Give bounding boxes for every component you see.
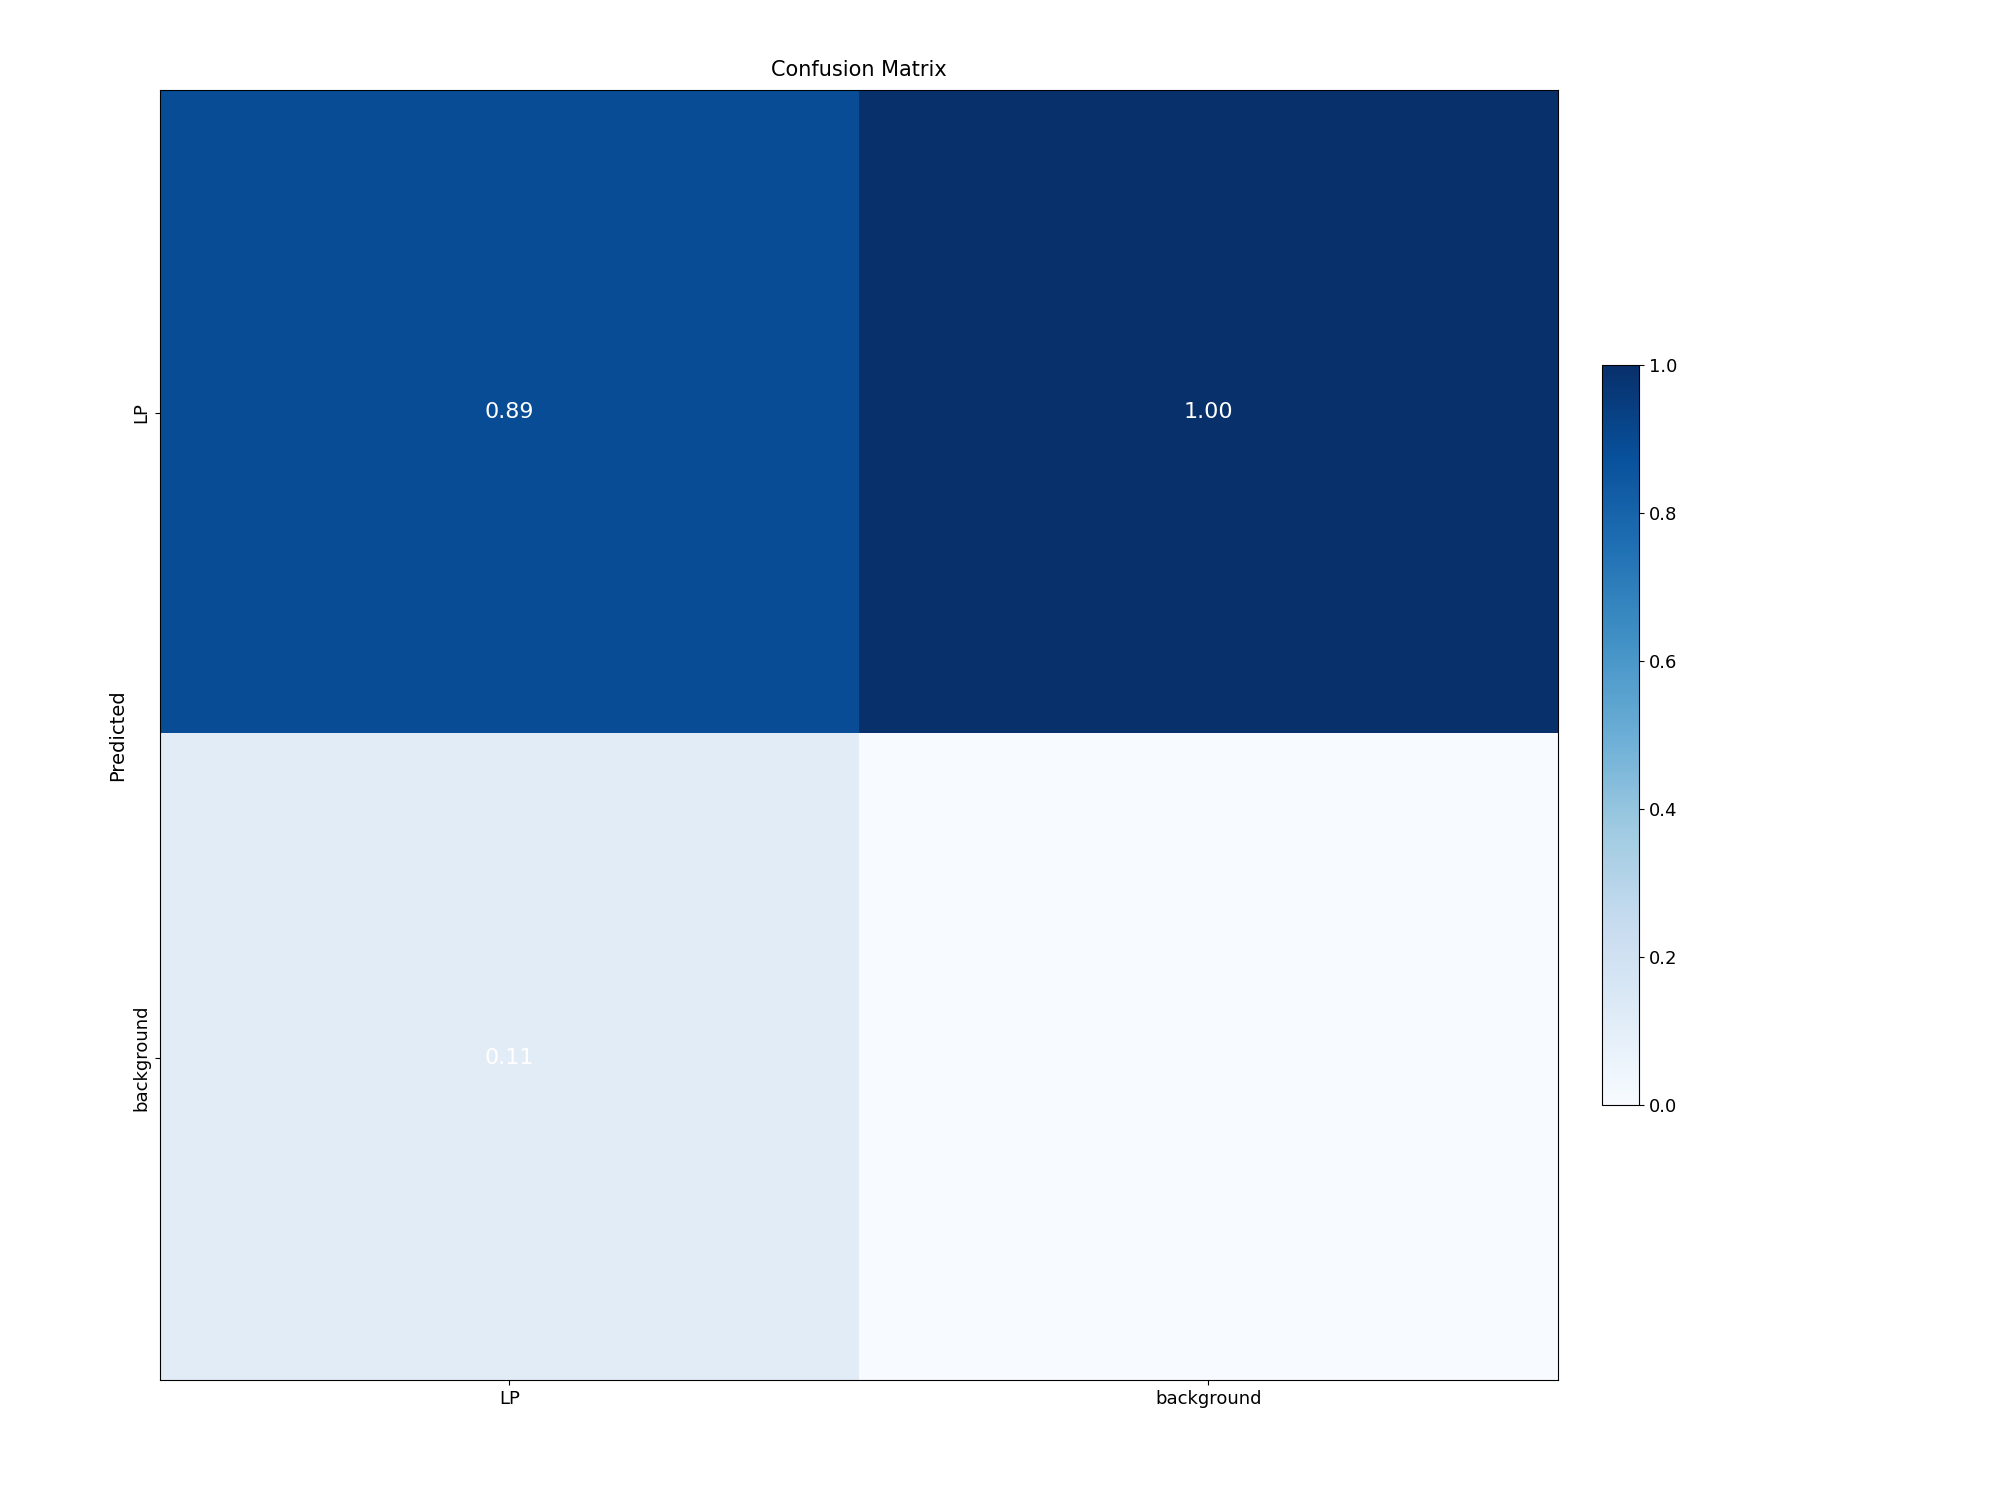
Text: 0.11: 0.11 bbox=[484, 1047, 533, 1068]
Y-axis label: Predicted: Predicted bbox=[108, 688, 126, 782]
Text: 1.00: 1.00 bbox=[1183, 402, 1233, 423]
Title: Confusion Matrix: Confusion Matrix bbox=[771, 60, 947, 80]
Text: 0.89: 0.89 bbox=[484, 402, 533, 423]
